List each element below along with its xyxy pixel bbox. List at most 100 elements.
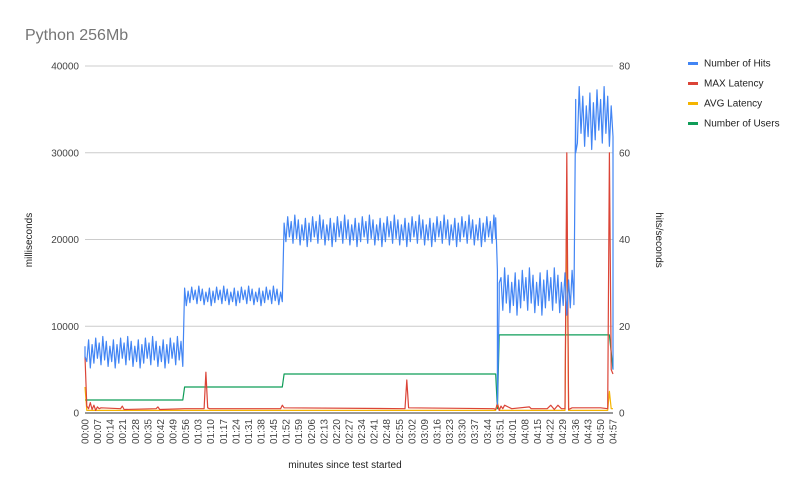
- x-tick: 00:42: [156, 419, 167, 444]
- x-tick: 03:23: [445, 419, 456, 444]
- x-tick: 00:07: [93, 419, 104, 444]
- left-tick-label: 20000: [51, 235, 79, 246]
- right-axis-label: hits/seconds: [653, 212, 664, 268]
- x-tick: 03:02: [407, 419, 418, 444]
- x-tick: 04:08: [521, 419, 532, 444]
- x-tick: 04:29: [558, 419, 569, 444]
- left-axis: 0 10000 20000 30000 40000: [51, 62, 79, 420]
- x-tick-label: 01:59: [294, 419, 305, 444]
- x-tick-label: 01:52: [282, 419, 293, 444]
- x-tick-label: 01:17: [219, 419, 230, 444]
- x-tick: 01:45: [269, 419, 280, 444]
- x-tick-label: 04:36: [571, 419, 582, 444]
- x-tick: 04:43: [583, 419, 594, 444]
- x-tick: 02:41: [370, 419, 381, 444]
- x-tick-label: 02:20: [332, 419, 343, 444]
- x-tick-label: 04:29: [558, 419, 569, 444]
- legend-swatch: [688, 62, 698, 65]
- x-tick-label: 02:27: [345, 419, 356, 444]
- x-tick: 00:14: [106, 419, 117, 444]
- x-tick: 00:00: [81, 419, 92, 444]
- legend-label: Number of Users: [704, 119, 780, 130]
- x-tick: 00:56: [181, 419, 192, 444]
- x-tick: 02:55: [395, 419, 406, 444]
- x-tick: 00:21: [118, 419, 129, 444]
- x-tick-label: 04:01: [508, 419, 519, 444]
- x-tick: 04:01: [508, 419, 519, 444]
- x-tick-label: 03:02: [407, 419, 418, 444]
- x-tick-label: 00:42: [156, 419, 167, 444]
- x-tick: 03:16: [433, 419, 444, 444]
- x-tick-label: 04:15: [533, 419, 544, 444]
- x-tick-label: 03:44: [483, 419, 494, 444]
- x-tick: 03:09: [420, 419, 431, 444]
- legend-label: MAX Latency: [704, 79, 763, 90]
- x-tick: 01:17: [219, 419, 230, 444]
- x-tick-label: 01:31: [244, 419, 255, 444]
- x-tick: 01:59: [294, 419, 305, 444]
- right-tick-label: 60: [619, 148, 631, 159]
- x-tick-label: 00:07: [93, 419, 104, 444]
- x-tick: 02:27: [345, 419, 356, 444]
- x-tick-label: 02:13: [319, 419, 330, 444]
- x-tick-label: 02:06: [307, 419, 318, 444]
- x-tick: 01:52: [282, 419, 293, 444]
- x-tick-label: 04:08: [521, 419, 532, 444]
- legend-swatch: [688, 122, 698, 125]
- x-tick-label: 03:30: [458, 419, 469, 444]
- x-tick: 02:06: [307, 419, 318, 444]
- x-tick-label: 02:55: [395, 419, 406, 444]
- series-line-avg-latency: [84, 195, 613, 411]
- x-axis-label: minutes since test started: [288, 460, 401, 471]
- right-axis: 0 20 40 60 80: [619, 62, 631, 420]
- x-tick-label: 03:37: [470, 419, 481, 444]
- legend-item: Number of Hits: [688, 59, 771, 70]
- x-tick: 04:50: [596, 419, 607, 444]
- x-tick-label: 00:28: [131, 419, 142, 444]
- x-tick-label: 00:14: [106, 419, 117, 444]
- chart-title: Python 256Mb: [25, 27, 128, 44]
- x-tick: 02:34: [357, 419, 368, 444]
- x-tick: 02:20: [332, 419, 343, 444]
- x-tick: 04:57: [609, 419, 620, 444]
- x-tick-label: 00:35: [143, 419, 154, 444]
- right-tick-label: 80: [619, 62, 631, 73]
- x-tick-label: 04:50: [596, 419, 607, 444]
- x-tick: 01:24: [231, 419, 242, 444]
- x-tick: 02:13: [319, 419, 330, 444]
- x-tick-label: 01:10: [206, 419, 217, 444]
- legend: Number of Hits MAX Latency AVG Latency Numb…: [688, 59, 780, 130]
- x-tick: 02:48: [382, 419, 393, 444]
- x-tick: 00:49: [169, 419, 180, 444]
- x-tick-label: 01:45: [269, 419, 280, 444]
- x-tick: 04:15: [533, 419, 544, 444]
- x-tick-label: 04:57: [609, 419, 620, 444]
- left-axis-label: milliseconds: [24, 213, 35, 267]
- x-tick: 01:38: [257, 419, 268, 444]
- legend-item: Number of Users: [688, 119, 780, 130]
- x-tick-label: 02:48: [382, 419, 393, 444]
- legend-label: AVG Latency: [704, 99, 762, 110]
- x-tick: 00:28: [131, 419, 142, 444]
- x-tick: 03:44: [483, 419, 494, 444]
- legend-item: AVG Latency: [688, 99, 762, 110]
- x-tick: 01:03: [194, 419, 205, 444]
- x-tick: 00:35: [143, 419, 154, 444]
- left-tick-label: 10000: [51, 322, 79, 333]
- x-tick-label: 04:43: [583, 419, 594, 444]
- x-tick: 03:30: [458, 419, 469, 444]
- x-tick-label: 03:51: [495, 419, 506, 444]
- x-tick-label: 04:22: [546, 419, 557, 444]
- x-tick: 03:37: [470, 419, 481, 444]
- x-tick: 04:36: [571, 419, 582, 444]
- x-tick-label: 01:03: [194, 419, 205, 444]
- legend-label: Number of Hits: [704, 59, 771, 70]
- legend-swatch: [688, 82, 698, 85]
- series-line-number-of-users: [85, 334, 614, 410]
- series-line-number-of-hits: [84, 86, 614, 405]
- series-layer: [84, 86, 614, 411]
- left-tick-label: 40000: [51, 62, 79, 73]
- x-tick-label: 01:38: [257, 419, 268, 444]
